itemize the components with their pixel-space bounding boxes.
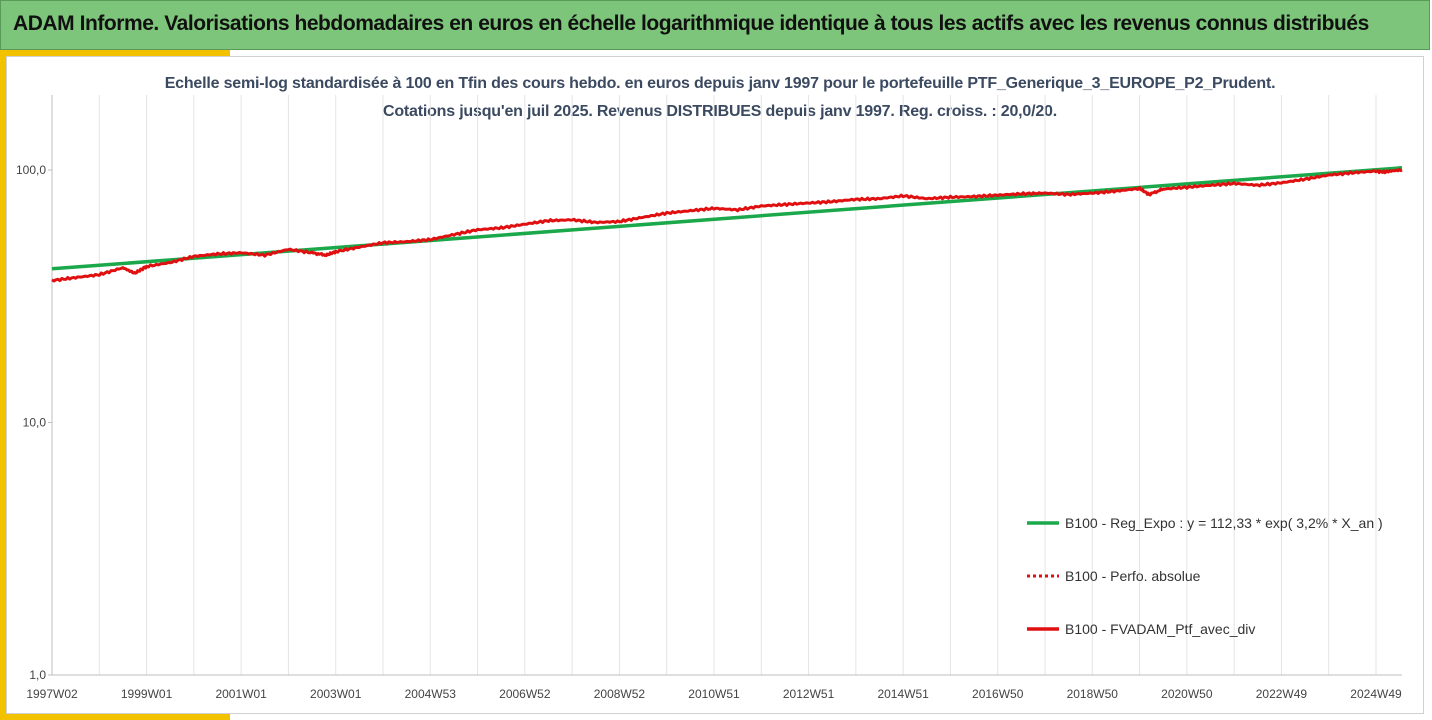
accent-bar-bottom [0,714,230,720]
x-tick-label: 2010W51 [688,687,740,701]
series [51,166,1403,283]
series-line-2 [51,168,1403,283]
x-tick-label: 2006W52 [499,687,551,701]
y-tick-label: 10,0 [23,416,47,430]
y-tick-label: 1,0 [29,668,46,682]
legend: B100 - Reg_Expo : y = 112,33 * exp( 3,2%… [1027,515,1383,637]
x-tick-label: 2004W53 [405,687,457,701]
report-title: ADAM Informe. Valorisations hebdomadaire… [13,12,1369,35]
chart-frame [6,56,1424,714]
chart-title: Echelle semi-log standardisée à 100 en T… [60,70,1380,126]
x-tick-label: 2008W52 [594,687,646,701]
x-tick-label: 1999W01 [121,687,173,701]
x-tick-label: 2016W50 [972,687,1024,701]
y-tick-label: 100,0 [16,163,46,177]
x-tick-label: 2003W01 [310,687,362,701]
report-header: ADAM Informe. Valorisations hebdomadaire… [0,0,1430,50]
x-tick-label: 2022W49 [1256,687,1308,701]
x-tick-label: 2014W51 [877,687,929,701]
x-tick-label: 2012W51 [783,687,835,701]
chart-title-line-2: Cotations jusqu'en juil 2025. Revenus DI… [382,103,1058,120]
grid [51,95,1377,675]
chart-title-line-1: Echelle semi-log standardisée à 100 en T… [164,75,1276,92]
axes: 1,0 10,0 100,0 1997W02 1999W01 2001W01 2003W01… [16,95,1402,701]
x-tick-label: 2001W01 [215,687,267,701]
legend-label-1: B100 - Perfo. absolue [1065,568,1201,584]
x-tick-label: 2020W50 [1161,687,1213,701]
x-tick-label: 1997W02 [26,687,78,701]
legend-label-2: B100 - FVADAM_Ptf_avec_div [1065,621,1255,637]
legend-label-0: B100 - Reg_Expo : y = 112,33 * exp( 3,2%… [1065,515,1383,531]
x-tick-label: 2024W49 [1350,687,1402,701]
x-tick-label: 2018W50 [1067,687,1119,701]
accent-bar-left [0,50,6,720]
accent-bar-top [0,50,230,56]
